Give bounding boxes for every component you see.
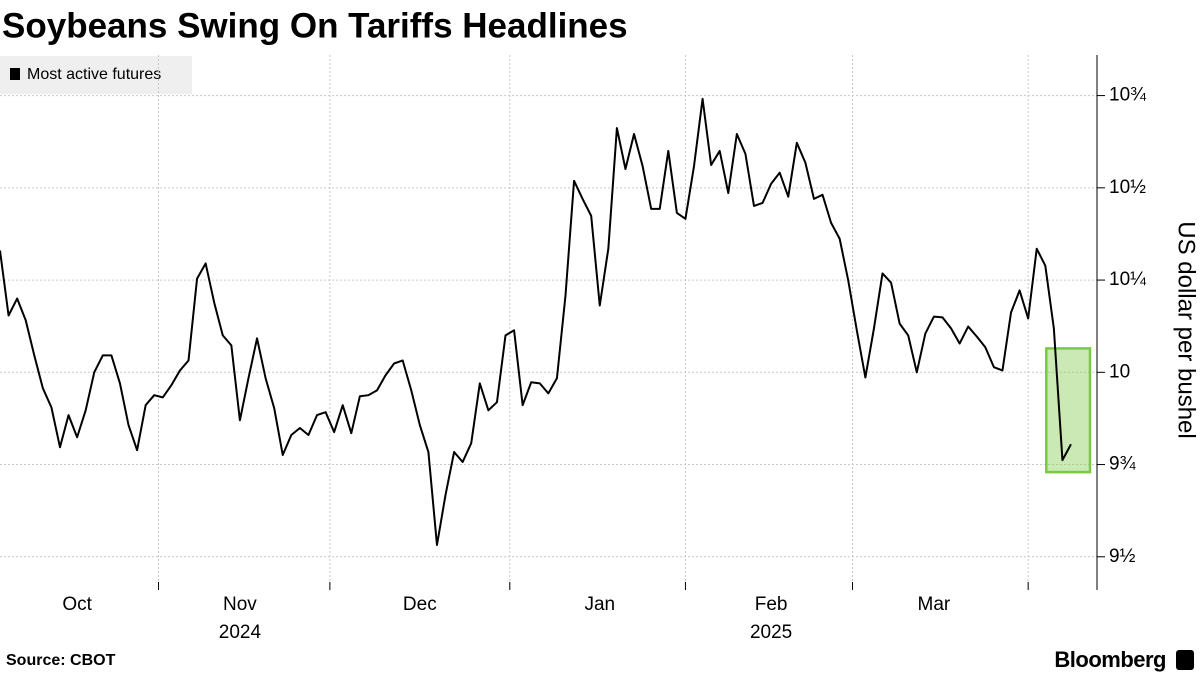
x-tick-label: Nov [223, 594, 257, 615]
y-tick-label: 10¾ [1109, 85, 1147, 106]
y-tick-label: 10¼ [1109, 269, 1147, 290]
x-tick-label: Oct [62, 594, 92, 615]
y-tick-label: 10½ [1109, 177, 1146, 198]
y-tick-label: 10 [1109, 361, 1130, 382]
brand-icon [1176, 650, 1194, 670]
x-tick-label: Jan [584, 594, 615, 615]
legend-swatch [10, 68, 20, 80]
y-axis-title: US dollar per bushel [1173, 221, 1200, 438]
legend-label: Most active futures [27, 66, 161, 83]
x-tick-label: Feb [755, 594, 788, 615]
y-tick-label: 9½ [1109, 546, 1136, 567]
line-series [0, 97, 1072, 546]
x-tick-label: Dec [403, 594, 437, 615]
legend-box [0, 56, 192, 94]
x-tick-label: Mar [918, 594, 951, 615]
chart-title: Soybeans Swing On Tariffs Headlines [2, 6, 628, 45]
source: Source: CBOT [6, 652, 116, 669]
x-year-label: 2025 [750, 622, 792, 643]
brand: Bloomberg [1054, 647, 1166, 672]
x-year-label: 2024 [219, 622, 262, 643]
y-tick-label: 9¾ [1109, 454, 1137, 475]
highlight-box [1045, 347, 1092, 474]
